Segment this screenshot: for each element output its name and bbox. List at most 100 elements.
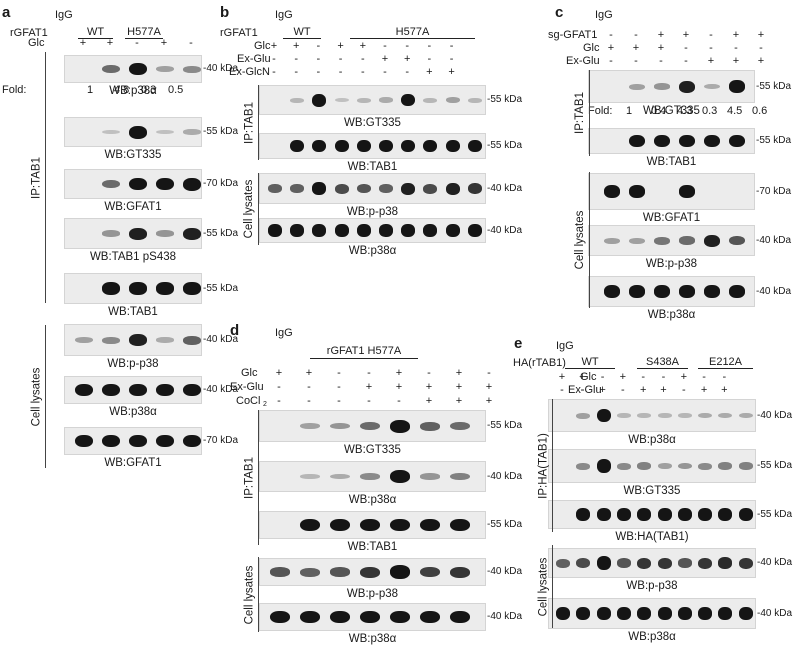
wb-label: WB:p-p38 bbox=[346, 206, 399, 218]
band bbox=[754, 235, 755, 247]
wb-label: WB:p38α bbox=[348, 633, 397, 645]
band bbox=[616, 558, 631, 568]
wb-label: WB:TAB1 bbox=[347, 541, 398, 553]
fold-value: 1 bbox=[87, 84, 94, 96]
band bbox=[356, 224, 371, 237]
sign-mark: - bbox=[383, 66, 387, 78]
band bbox=[718, 508, 733, 521]
band bbox=[312, 93, 327, 107]
igg-label: IgG bbox=[556, 340, 574, 352]
blot-strip bbox=[588, 276, 755, 307]
band bbox=[704, 83, 720, 90]
band bbox=[450, 610, 470, 624]
mw-marker: -40 kDa bbox=[757, 409, 793, 421]
sign-mark: - bbox=[661, 371, 666, 383]
band bbox=[576, 607, 591, 620]
igg-label: IgG bbox=[595, 9, 613, 21]
sign-mark: + bbox=[292, 40, 300, 52]
mw-marker: -40 kDa bbox=[487, 611, 523, 622]
band bbox=[423, 224, 438, 237]
sign-mark: - bbox=[609, 29, 613, 41]
band bbox=[738, 462, 753, 470]
band bbox=[698, 607, 713, 620]
band bbox=[420, 473, 440, 480]
band bbox=[129, 383, 147, 397]
sign-mark: + bbox=[732, 29, 740, 41]
band bbox=[679, 236, 695, 245]
sign-mark: - bbox=[338, 66, 343, 78]
band bbox=[718, 607, 733, 620]
sign-mark: - bbox=[681, 384, 686, 396]
wb-label: WB:TAB1 bbox=[347, 161, 398, 173]
sign-mark: + bbox=[448, 66, 455, 78]
band bbox=[738, 557, 753, 569]
band bbox=[576, 558, 591, 568]
sign-mark: - bbox=[759, 42, 763, 54]
sign-mark: - bbox=[316, 66, 321, 78]
band bbox=[445, 139, 460, 153]
band bbox=[754, 285, 755, 298]
sign-mark: - bbox=[337, 381, 341, 393]
band bbox=[183, 282, 201, 295]
wb-label: WB:p-p38 bbox=[645, 258, 698, 270]
sign-mark: - bbox=[659, 55, 663, 67]
blot-strip bbox=[64, 218, 202, 249]
blot-strip bbox=[64, 169, 202, 199]
blot-strip bbox=[588, 70, 755, 103]
fold-label: Fold: bbox=[588, 105, 613, 117]
wb-label: WB:p-p38 bbox=[626, 580, 678, 592]
condition-row-label: Glc bbox=[254, 40, 271, 52]
band bbox=[616, 508, 631, 521]
lysate-label-rule bbox=[45, 325, 46, 468]
band bbox=[637, 413, 652, 418]
band bbox=[420, 518, 440, 532]
panel-title: rGFAT1 H577A bbox=[326, 345, 402, 357]
mw-marker: -55 kDa bbox=[757, 508, 793, 520]
mw-marker: -40 kDa bbox=[487, 470, 523, 482]
band bbox=[268, 224, 282, 237]
wb-label: WB:HA(TAB1) bbox=[615, 531, 689, 543]
sign-mark: - bbox=[337, 395, 341, 407]
wb-label: WB:GT335 bbox=[344, 444, 401, 456]
band bbox=[390, 518, 410, 532]
blot-strip bbox=[548, 449, 756, 483]
sign-mark: - bbox=[634, 29, 638, 41]
mw-marker: -40 kDa bbox=[203, 334, 239, 345]
wb-label: WB:TAB1 pS438 bbox=[89, 251, 177, 263]
band bbox=[312, 224, 327, 237]
mw-marker: -40 kDa bbox=[203, 384, 239, 395]
band bbox=[156, 129, 174, 135]
band bbox=[401, 139, 416, 153]
wb-label: WB:GT335 bbox=[344, 117, 401, 129]
sign-mark: - bbox=[405, 66, 410, 78]
band bbox=[677, 508, 692, 521]
band bbox=[698, 412, 713, 419]
condition-row-label: Ex-GlcN bbox=[229, 66, 270, 78]
group-underline bbox=[637, 368, 688, 369]
fold-value: 4.8 bbox=[114, 84, 130, 96]
sign-mark: - bbox=[684, 42, 688, 54]
condition-row-label: sg-GFAT1 bbox=[548, 29, 598, 41]
band bbox=[729, 285, 745, 298]
sign-mark: + bbox=[619, 371, 627, 383]
blot-strip bbox=[259, 173, 486, 204]
condition-row-label: Ex-Glu bbox=[566, 55, 600, 67]
band bbox=[420, 610, 440, 624]
band bbox=[156, 337, 174, 343]
blot-strip bbox=[548, 548, 756, 578]
sign-mark: + bbox=[305, 367, 313, 379]
band bbox=[129, 125, 147, 139]
fold-value: 4.3 bbox=[677, 105, 693, 117]
mw-marker: -40 kDa bbox=[487, 182, 523, 194]
panel-letter-a: a bbox=[2, 4, 11, 21]
sign-mark: + bbox=[660, 384, 667, 396]
band bbox=[183, 434, 201, 448]
band bbox=[420, 421, 440, 431]
mw-marker: -70 kDa bbox=[203, 435, 239, 446]
blot-strip bbox=[588, 173, 755, 210]
band bbox=[129, 227, 147, 240]
ip-label: IP:TAB1 bbox=[243, 456, 255, 499]
blot-strip bbox=[64, 55, 202, 83]
band bbox=[738, 412, 753, 419]
igg-label: IgG bbox=[275, 327, 293, 339]
